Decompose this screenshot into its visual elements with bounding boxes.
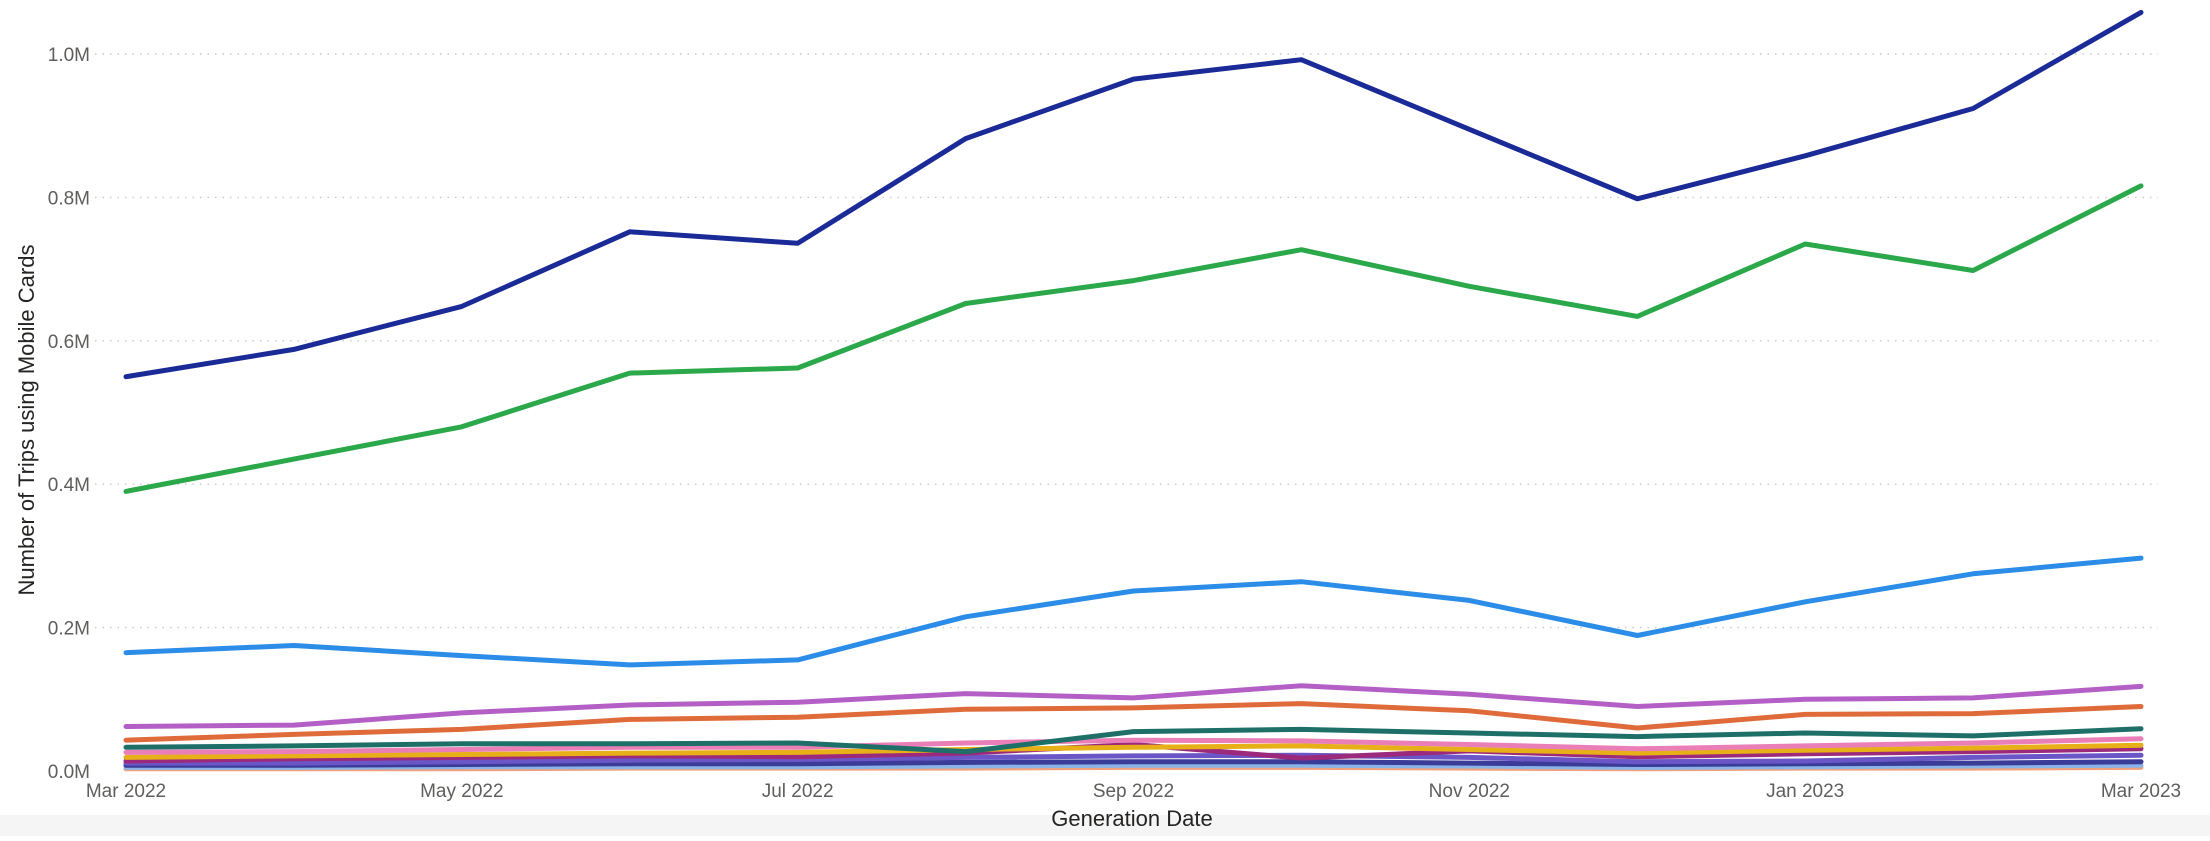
series-line [123,683,2144,729]
y-tick-label: 1.0M [48,45,90,66]
y-tick-label: 0.8M [48,188,90,209]
x-tick-label: Jan 2023 [1766,781,1844,802]
series-line [123,759,2144,768]
y-axis-ticks: 0.0M 0.2M 0.4M 0.6M 0.8M 1.0M [48,45,90,783]
x-tick-label: Nov 2022 [1429,781,1510,802]
x-tick-label: May 2022 [420,781,503,802]
y-tick-label: 0.4M [48,475,90,496]
x-tick-label: Sep 2022 [1093,781,1174,802]
series-line [123,555,2144,668]
y-axis-title: Number of Trips using Mobile Cards [14,245,39,596]
series-lines [123,9,2144,772]
series-line [123,726,2144,755]
x-tick-label: Mar 2022 [86,781,166,802]
series-line [123,752,2144,766]
series-line [123,742,2144,760]
y-tick-label: 0.2M [48,619,90,640]
gridlines [95,53,2158,629]
footer-band [0,815,2210,836]
series-line [123,183,2144,494]
x-axis-ticks: Mar 2022 May 2022 Jul 2022 Sep 2022 Nov 2022… [86,781,2181,802]
x-tick-label: Jul 2022 [762,781,834,802]
y-tick-label: 0.0M [48,762,90,783]
series-line [123,736,2144,755]
x-tick-label: Mar 2023 [2101,781,2181,802]
series-line [123,9,2144,380]
series-line [123,742,2144,764]
y-tick-label: 0.6M [48,332,90,353]
series-line [123,701,2144,743]
